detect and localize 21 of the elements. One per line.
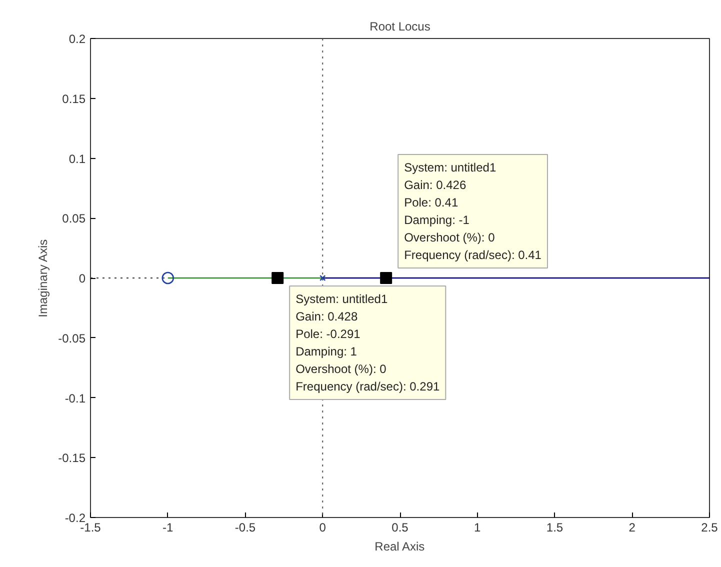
y-tick-label: 0.2 xyxy=(68,32,86,46)
y-tick-label: 0.1 xyxy=(68,152,86,166)
annotation: System: untitled1 Gain: 0.426 Pole: 0.41 Damping: -1 Overshoot (%): 0 Frequency (rad/sec): 0.41 xyxy=(404,160,542,262)
x-axis-title: Real Axis xyxy=(374,540,425,554)
x-tick-label: 1.5 xyxy=(546,520,564,534)
y-axis-title: Imaginary Axis xyxy=(36,239,50,318)
y-tick-label: -0.1 xyxy=(64,391,86,406)
annotation: System: untitled1 Gain: 0.428 Pole: -0.291 Damping: 1 Overshoot (%): 0 Frequency (rad/sec): 0.291 xyxy=(296,292,440,394)
y-tick-label: 0.15 xyxy=(62,92,86,106)
x-tick-label: 2.5 xyxy=(701,520,718,534)
y-tick-label: 0.05 xyxy=(62,212,86,226)
y-tick-label: -0.15 xyxy=(58,451,86,466)
x-tick-label: -0.5 xyxy=(234,520,256,534)
y-tick-label: -0.05 xyxy=(58,331,86,346)
x-tick-label: -1 xyxy=(162,520,174,534)
x-tick-label: 0.5 xyxy=(392,520,409,534)
y-tick-label: 0 xyxy=(78,272,86,286)
x-tick-label: 0 xyxy=(319,520,326,534)
x-tick-label: 1 xyxy=(474,520,482,534)
x-tick-label: 2 xyxy=(628,520,636,534)
chart-title: Root Locus xyxy=(370,20,430,34)
